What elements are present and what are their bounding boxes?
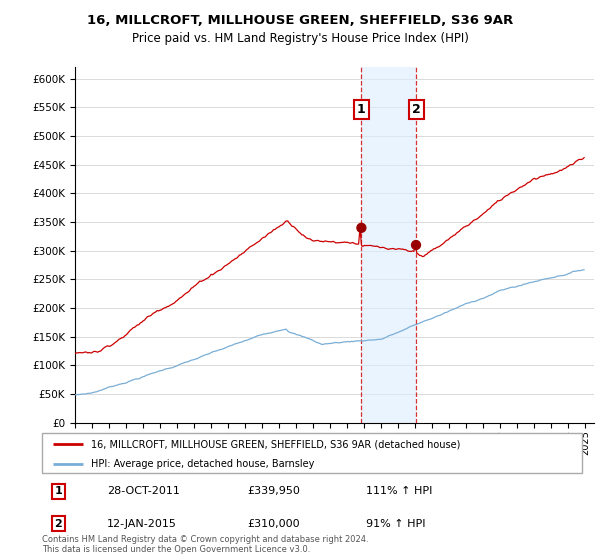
- Text: 1: 1: [357, 104, 366, 116]
- Text: HPI: Average price, detached house, Barnsley: HPI: Average price, detached house, Barn…: [91, 459, 314, 469]
- Point: [411, 241, 421, 250]
- Point: [356, 223, 366, 232]
- Text: £310,000: £310,000: [247, 519, 300, 529]
- Text: 16, MILLCROFT, MILLHOUSE GREEN, SHEFFIELD, S36 9AR: 16, MILLCROFT, MILLHOUSE GREEN, SHEFFIEL…: [87, 14, 513, 27]
- Bar: [361, 67, 416, 423]
- Text: £339,950: £339,950: [247, 487, 300, 497]
- Text: 12-JAN-2015: 12-JAN-2015: [107, 519, 176, 529]
- Text: 16, MILLCROFT, MILLHOUSE GREEN, SHEFFIELD, S36 9AR (detached house): 16, MILLCROFT, MILLHOUSE GREEN, SHEFFIEL…: [91, 439, 460, 449]
- Text: 91% ↑ HPI: 91% ↑ HPI: [366, 519, 425, 529]
- Text: 1: 1: [55, 487, 62, 497]
- Text: 28-OCT-2011: 28-OCT-2011: [107, 487, 179, 497]
- FancyBboxPatch shape: [42, 433, 582, 473]
- Text: 2: 2: [412, 104, 421, 116]
- Text: Price paid vs. HM Land Registry's House Price Index (HPI): Price paid vs. HM Land Registry's House …: [131, 32, 469, 45]
- Text: 2: 2: [55, 519, 62, 529]
- Text: 111% ↑ HPI: 111% ↑ HPI: [366, 487, 433, 497]
- Text: Contains HM Land Registry data © Crown copyright and database right 2024.
This d: Contains HM Land Registry data © Crown c…: [42, 535, 368, 554]
